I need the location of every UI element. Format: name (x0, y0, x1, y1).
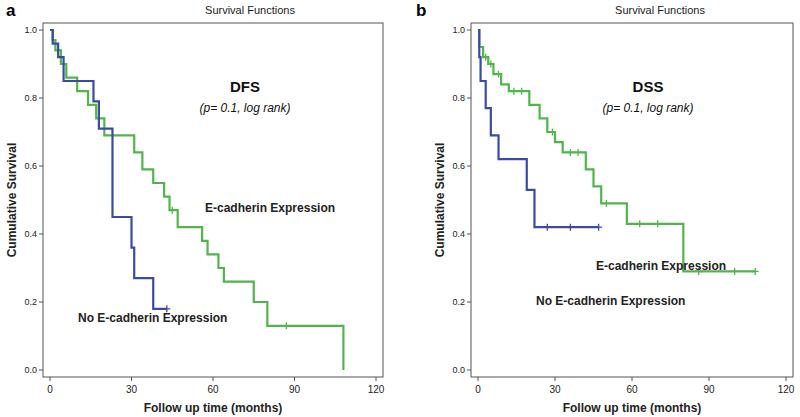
figure: a Survival Functions 0.0 0.2 0.4 0.6 0.8 1.0 0 30… (0, 0, 800, 417)
panel: a Survival Functions 0.0 0.2 0.4 0.6 0.8 1.0 0 30… (5, 1, 385, 415)
y-tick-label: 0.6 (24, 161, 37, 171)
survival-curve (478, 30, 755, 271)
plot-frame (43, 23, 383, 377)
y-tick-label: 1.0 (24, 25, 37, 35)
y-tick (39, 234, 43, 235)
censor-mark (595, 224, 602, 231)
plot-frame (471, 23, 793, 377)
censor-mark (169, 207, 176, 214)
panel-letter: b (416, 1, 426, 20)
censor-mark (603, 200, 610, 207)
censor-mark (636, 220, 643, 227)
censor-mark (283, 322, 290, 329)
series-label: E-cadherin Expression (596, 259, 726, 273)
censor-mark (567, 224, 574, 231)
censor-mark (752, 268, 759, 275)
y-tick (467, 30, 471, 31)
x-tick (376, 377, 377, 381)
y-tick-label: 1.0 (452, 25, 465, 35)
x-axis-label: Follow up time (months) (144, 401, 283, 415)
title: Survival Functions (205, 4, 295, 16)
x-tick-label: 90 (289, 384, 301, 395)
censor-mark (495, 71, 502, 78)
x-tick-label: 0 (475, 384, 481, 395)
y-tick-label: 0.8 (452, 93, 465, 103)
x-tick-label: 120 (368, 384, 385, 395)
x-tick (709, 377, 710, 381)
x-tick-label: 60 (626, 384, 638, 395)
survival-curve (478, 30, 599, 227)
y-tick-label: 0.2 (452, 297, 465, 307)
x-tick-label: 30 (549, 384, 561, 395)
x-tick (50, 377, 51, 381)
y-tick (467, 302, 471, 303)
y-tick-label: 0.2 (24, 297, 37, 307)
title: Survival Functions (615, 4, 705, 16)
x-tick (294, 377, 295, 381)
x-tick-label: 60 (207, 384, 219, 395)
survival-curve (50, 30, 343, 370)
annotation: DFS (230, 78, 260, 95)
y-axis-label: Cumulative Survival (5, 143, 19, 258)
x-tick-label: 30 (126, 384, 138, 395)
y-tick-label: 0.6 (452, 161, 465, 171)
x-tick (213, 377, 214, 381)
x-tick (632, 377, 633, 381)
panel-letter: a (6, 1, 16, 20)
y-tick (39, 30, 43, 31)
series-label: E-cadherin Expression (205, 201, 335, 215)
y-tick (39, 166, 43, 167)
y-tick (39, 370, 43, 371)
censor-mark (510, 88, 517, 95)
subtitle: (p= 0.1, log rank) (602, 101, 693, 115)
y-tick-label: 0.0 (452, 365, 465, 375)
x-tick (478, 377, 479, 381)
y-tick (467, 234, 471, 235)
survival-curve (50, 30, 167, 309)
y-tick-label: 0.4 (24, 229, 37, 239)
y-tick (39, 98, 43, 99)
x-tick-label: 120 (778, 384, 795, 395)
y-tick-label: 0.0 (24, 365, 37, 375)
y-axis-label: Cumulative Survival (433, 143, 447, 258)
x-tick-label: 90 (703, 384, 715, 395)
y-tick (467, 166, 471, 167)
y-tick (39, 302, 43, 303)
y-tick-label: 0.8 (24, 93, 37, 103)
y-tick-label: 0.4 (452, 229, 465, 239)
series-label: No E-cadherin Expression (78, 311, 227, 325)
censor-mark (518, 88, 525, 95)
annotation: DSS (633, 78, 664, 95)
marks (478, 30, 759, 275)
x-axis-label: Follow up time (months) (563, 401, 702, 415)
x-tick-label: 0 (47, 384, 53, 395)
censor-mark (544, 224, 551, 231)
censor-mark (549, 129, 556, 136)
y-tick (467, 370, 471, 371)
censor-mark (575, 149, 582, 156)
censor-mark (654, 220, 661, 227)
censor-mark (482, 54, 489, 61)
censor-mark (567, 149, 574, 156)
censor-mark (731, 268, 738, 275)
subtitle: (p= 0.1, log rank) (199, 101, 290, 115)
panel: b Survival Functions 0.0 0.2 0.4 0.6 0.8 1.0 0 30… (416, 1, 795, 415)
censor-mark (487, 61, 494, 68)
x-tick (786, 377, 787, 381)
y-tick (467, 98, 471, 99)
x-tick (555, 377, 556, 381)
marks (50, 30, 343, 370)
series-label: No E-cadherin Expression (536, 294, 685, 308)
x-tick (131, 377, 132, 381)
